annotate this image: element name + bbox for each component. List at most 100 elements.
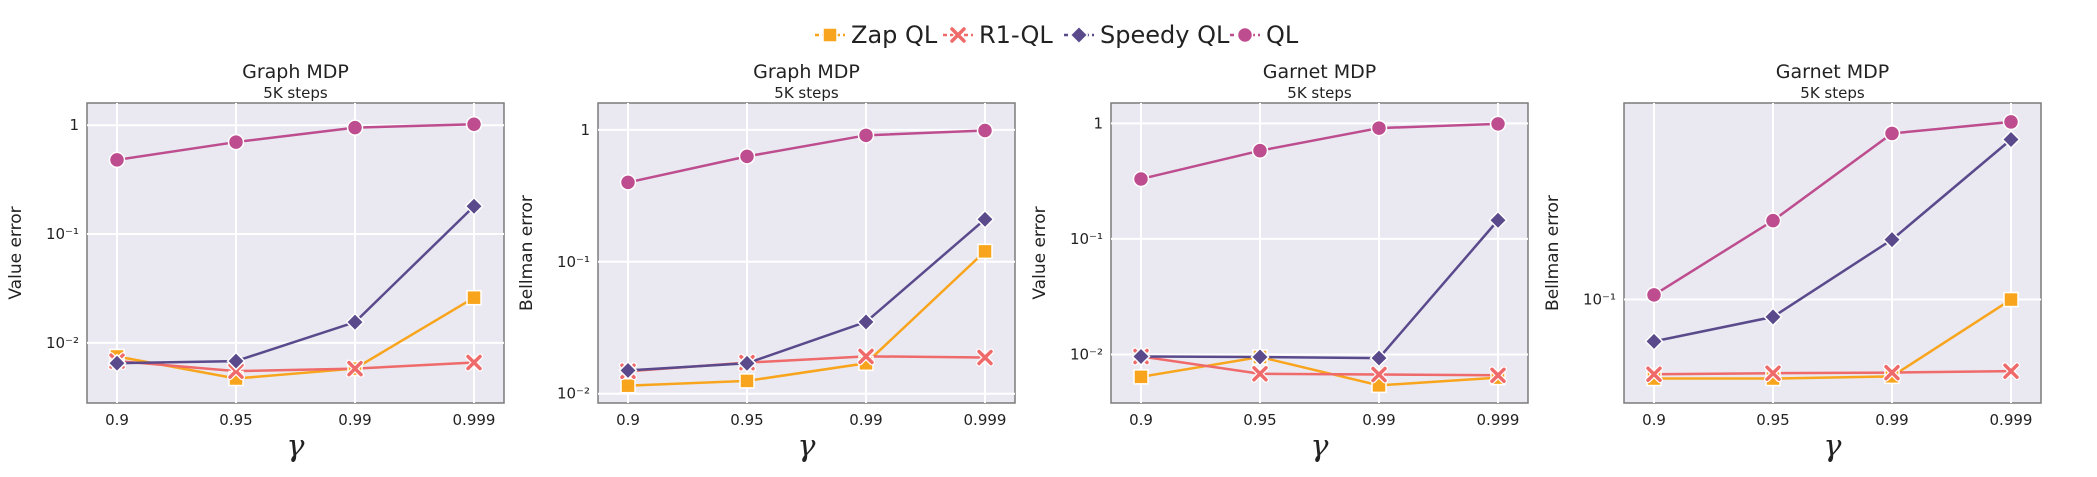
data-point-ql bbox=[1489, 115, 1507, 133]
data-point-ql bbox=[857, 127, 875, 144]
x-tick-label: 0.99 bbox=[849, 411, 882, 429]
data-point-r1-ql bbox=[857, 347, 875, 366]
data-point-speedy-ql bbox=[2001, 129, 2021, 150]
data-point-zap-ql bbox=[620, 377, 636, 394]
y-tick-label: 10⁻¹ bbox=[1070, 230, 1103, 248]
legend-item-ql[interactable]: QL bbox=[1230, 21, 1299, 49]
data-point-speedy-ql bbox=[464, 196, 484, 216]
x-tick-label: 0.9 bbox=[1129, 411, 1153, 429]
series-line-ql bbox=[627, 129, 986, 184]
y-axis-label: Value error bbox=[6, 206, 26, 299]
data-point-r1-ql bbox=[1764, 364, 1782, 383]
legend-item-zap-ql[interactable]: Zap QL bbox=[815, 21, 938, 49]
data-point-speedy-ql bbox=[1488, 210, 1508, 230]
series-line-r1-ql bbox=[1140, 355, 1499, 377]
x-tick-label: 0.999 bbox=[1990, 411, 2033, 429]
series-line-zap-ql bbox=[1140, 355, 1499, 387]
legend-label: Zap QL bbox=[851, 21, 938, 49]
x-tick-label: 0.999 bbox=[1477, 411, 1520, 429]
panel-subtitle: 5K steps bbox=[1800, 84, 1865, 102]
x-axis-label: γ bbox=[1824, 429, 1842, 464]
marker-x bbox=[228, 363, 244, 379]
series-line-r1-ql bbox=[1653, 369, 2012, 376]
data-point-zap-ql bbox=[977, 243, 993, 260]
marker-x bbox=[950, 27, 966, 43]
series-line-speedy-ql bbox=[1653, 138, 2012, 343]
series-line-zap-ql bbox=[1654, 298, 2012, 380]
data-point-ql bbox=[1132, 170, 1150, 188]
x-tick-label: 0.999 bbox=[453, 411, 496, 429]
data-point-zap-ql bbox=[739, 373, 755, 389]
series-line-speedy-ql bbox=[1140, 219, 1499, 360]
marker-x bbox=[858, 348, 874, 365]
legend-marker bbox=[822, 27, 838, 43]
x-axis-label: γ bbox=[287, 429, 305, 464]
data-point-speedy-ql bbox=[856, 312, 876, 332]
series-line-ql bbox=[1653, 120, 2012, 296]
panel-subtitle: 5K steps bbox=[1287, 84, 1352, 102]
data-point-r1-ql bbox=[1489, 366, 1507, 385]
data-point-speedy-ql bbox=[618, 360, 638, 381]
data-point-ql bbox=[1645, 286, 1663, 304]
data-point-ql bbox=[738, 148, 756, 165]
marker-x bbox=[466, 354, 482, 371]
y-tick-label: 10⁻² bbox=[46, 334, 79, 352]
series-line-zap-ql bbox=[627, 250, 986, 387]
series-line-speedy-ql bbox=[627, 218, 986, 372]
x-axis-label: γ bbox=[1311, 429, 1329, 464]
marker-x bbox=[977, 349, 993, 366]
y-tick-label: 10⁻¹ bbox=[557, 253, 590, 271]
y-tick-label: 1 bbox=[69, 116, 79, 134]
panel-subtitle: 5K steps bbox=[263, 84, 328, 102]
x-tick-label: 0.9 bbox=[105, 411, 129, 429]
y-tick-label: 10⁻² bbox=[1070, 345, 1103, 363]
data-point-r1-ql bbox=[1251, 364, 1269, 383]
y-tick-label: 1 bbox=[580, 121, 590, 139]
data-point-r1-ql bbox=[1370, 365, 1388, 384]
series-line-ql bbox=[1140, 122, 1499, 181]
data-point-ql bbox=[976, 122, 994, 139]
data-point-speedy-ql bbox=[226, 351, 246, 371]
y-axis-label: Bellman error bbox=[1543, 195, 1563, 311]
x-tick-label: 0.9 bbox=[1642, 411, 1666, 429]
data-point-speedy-ql bbox=[1250, 347, 1270, 367]
marker-x bbox=[1884, 364, 1900, 381]
marker-x bbox=[1252, 366, 1268, 382]
data-point-speedy-ql bbox=[975, 209, 995, 229]
legend-marker bbox=[1069, 25, 1089, 45]
data-point-zap-ql bbox=[2003, 291, 2019, 308]
series-line-ql bbox=[116, 123, 475, 162]
data-point-speedy-ql bbox=[345, 312, 365, 332]
legend-item-speedy-ql[interactable]: Speedy QL bbox=[1064, 21, 1230, 49]
legend-label: R1-QL bbox=[979, 21, 1053, 49]
data-point-speedy-ql bbox=[1644, 331, 1664, 351]
data-point-ql bbox=[1370, 119, 1388, 137]
data-point-r1-ql bbox=[1883, 363, 1901, 382]
legend-item-r1-ql[interactable]: R1-QL bbox=[943, 21, 1053, 49]
legend-label: QL bbox=[1266, 21, 1299, 49]
x-tick-label: 0.99 bbox=[338, 411, 371, 429]
legend-marker bbox=[1236, 26, 1254, 44]
y-tick-label: 10⁻¹ bbox=[46, 225, 79, 243]
data-point-speedy-ql bbox=[1763, 307, 1783, 327]
series-line-speedy-ql bbox=[116, 205, 475, 365]
x-tick-label: 0.95 bbox=[219, 411, 252, 429]
x-tick-label: 0.95 bbox=[730, 411, 763, 429]
x-tick-label: 0.999 bbox=[964, 411, 1007, 429]
panel-title: Graph MDP bbox=[242, 61, 349, 83]
data-point-zap-ql bbox=[1133, 369, 1149, 385]
data-point-speedy-ql bbox=[737, 353, 757, 373]
data-point-speedy-ql bbox=[1369, 348, 1389, 368]
marker-x bbox=[1765, 365, 1781, 381]
data-point-r1-ql bbox=[346, 359, 364, 378]
marker-x bbox=[1646, 366, 1662, 382]
data-point-r1-ql bbox=[976, 348, 994, 367]
panel-subtitle: 5K steps bbox=[774, 84, 839, 102]
y-tick-label: 1 bbox=[1093, 114, 1103, 132]
x-tick-label: 0.95 bbox=[1243, 411, 1276, 429]
data-point-ql bbox=[1764, 212, 1782, 229]
data-point-ql bbox=[2002, 113, 2020, 131]
